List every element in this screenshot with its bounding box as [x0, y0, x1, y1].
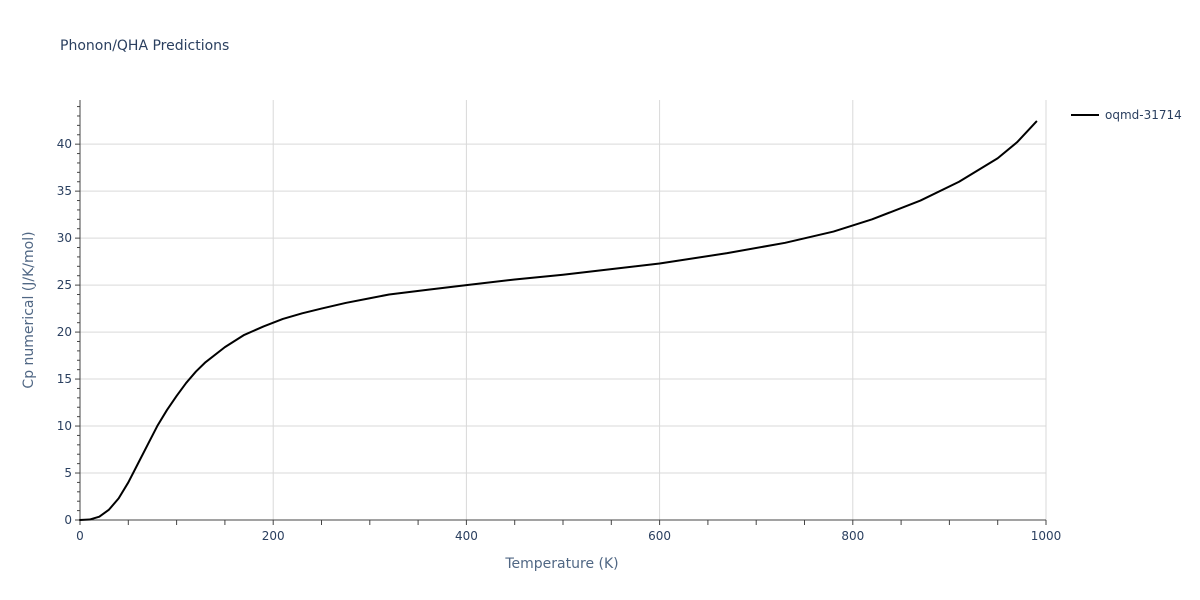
x-tick-label: 600: [648, 529, 671, 543]
y-tick-label: 30: [57, 231, 72, 245]
y-axis-title: Cp numerical (J/K/mol): [21, 231, 37, 388]
axes: 0 200 400 600 800 1000 0 5 10 15 20 25 30 35 40: [57, 100, 1062, 543]
x-axis-title: Temperature (K): [504, 556, 618, 572]
y-tick-label: 5: [64, 466, 72, 480]
y-tick-label: 20: [57, 325, 72, 339]
y-tick-label: 40: [57, 137, 72, 151]
chart-title: Phonon/QHA Predictions: [60, 38, 229, 54]
x-tick-label: 200: [262, 529, 285, 543]
grid: [80, 100, 1047, 520]
series-line: [79, 120, 1038, 521]
y-tick-label: 15: [57, 372, 72, 386]
x-tick-label: 800: [841, 529, 864, 543]
y-tick-label: 35: [57, 184, 72, 198]
y-tick-label: 25: [57, 278, 72, 292]
x-tick-label: 400: [455, 529, 478, 543]
x-tick-label: 1000: [1031, 529, 1062, 543]
y-tick-label: 10: [57, 419, 72, 433]
legend-label: oqmd-31714: [1105, 108, 1182, 122]
y-tick-label: 0: [64, 513, 72, 527]
x-tick-label: 0: [76, 529, 84, 543]
series-layer: [79, 120, 1038, 521]
legend[interactable]: oqmd-31714: [1071, 108, 1182, 122]
